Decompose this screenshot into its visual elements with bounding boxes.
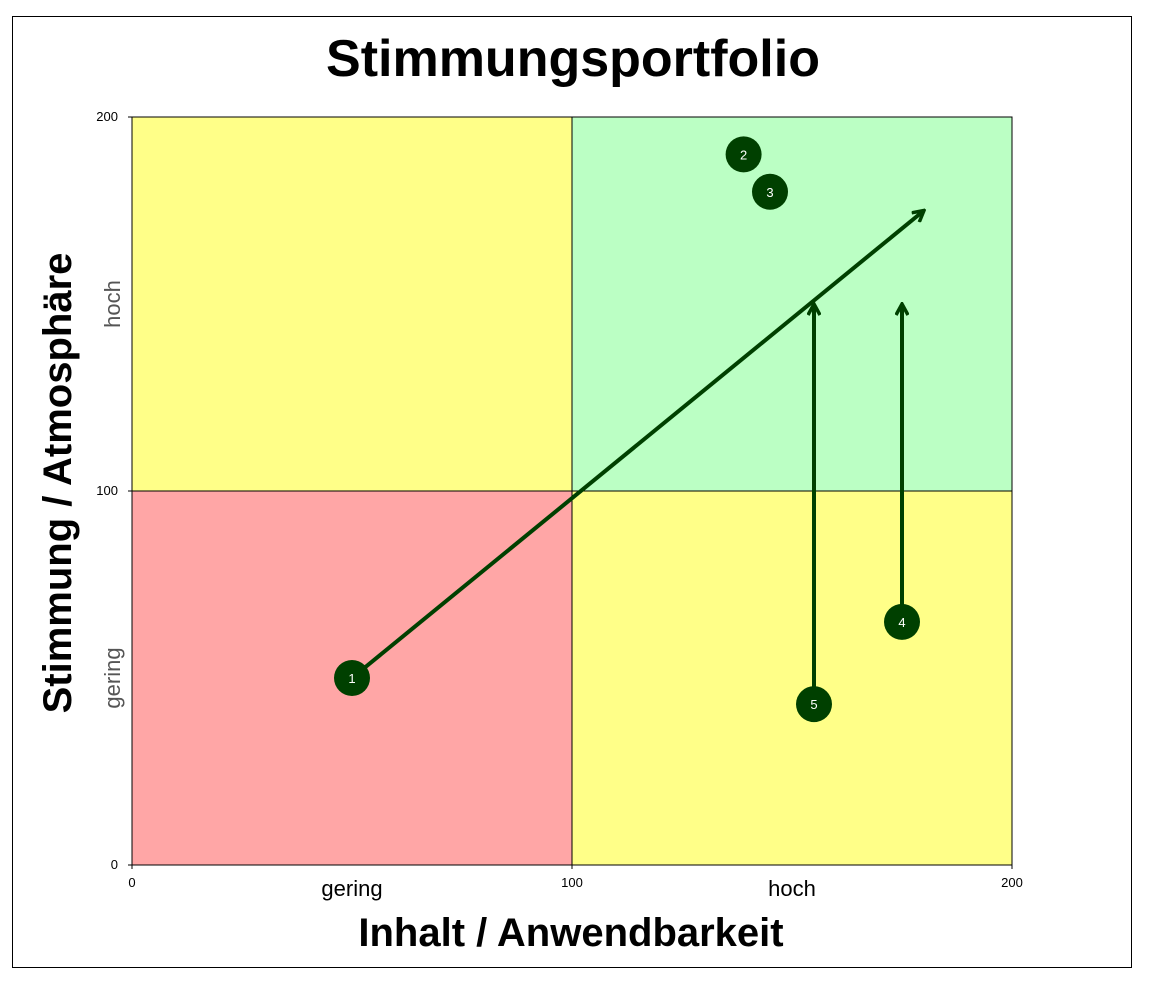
marker-point-2 — [725, 136, 762, 173]
x-axis-hint-low: gering — [321, 876, 382, 901]
y-axis-hint-low: gering — [100, 647, 125, 708]
x-axis-title: Inhalt / Anwendbarkeit — [358, 911, 783, 955]
marker-label-2: 2 — [740, 147, 747, 162]
y-tick-label: 100 — [96, 483, 118, 498]
chart-title: Stimmungsportfolio — [326, 30, 820, 88]
quadrant-high-low — [572, 491, 1012, 865]
marker-point-3 — [752, 173, 788, 210]
marker-label-3: 3 — [766, 185, 773, 200]
y-axis-title: Stimmung / Atmosphäre — [36, 253, 80, 714]
marker-label-5: 5 — [810, 697, 817, 712]
y-axis-hint-high: hoch — [100, 280, 125, 328]
quadrant-low-high — [132, 117, 572, 491]
y-tick-label: 200 — [96, 109, 118, 124]
x-axis-hint-high: hoch — [768, 876, 816, 901]
marker-point-4 — [884, 603, 920, 640]
quadrant-high-high — [572, 117, 1012, 491]
x-tick-label: 0 — [128, 875, 135, 890]
marker-point-1 — [334, 660, 370, 696]
x-tick-label: 100 — [561, 875, 583, 890]
marker-point-5 — [796, 686, 832, 723]
y-tick-label: 0 — [111, 857, 118, 872]
x-tick-label: 200 — [1001, 875, 1023, 890]
marker-label-4: 4 — [898, 615, 905, 630]
chart-frame — [12, 16, 1132, 968]
trend-arrow-1 — [350, 211, 924, 680]
marker-label-1: 1 — [348, 671, 355, 686]
